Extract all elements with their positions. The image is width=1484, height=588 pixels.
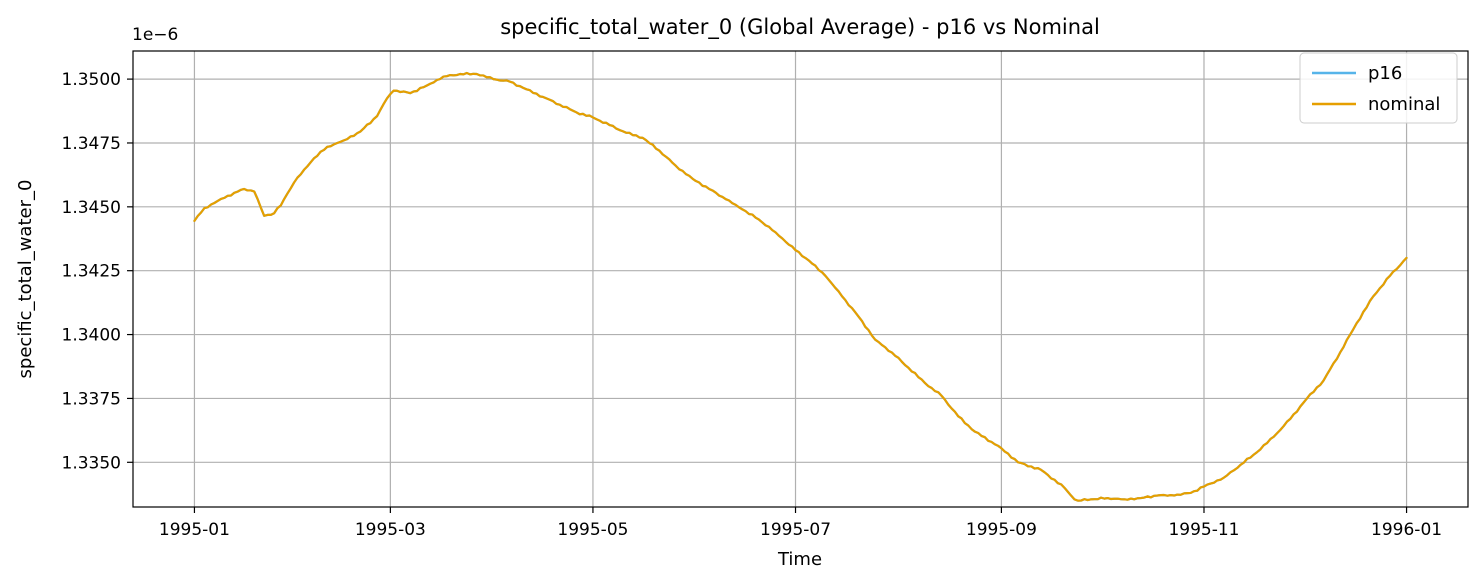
grid-lines	[133, 51, 1468, 507]
x-tick-label: 1995-09	[966, 520, 1037, 540]
axis-ticks: 1995-01 1995-03 1995-05 1995-07 1995-09 1995-…	[62, 70, 1443, 540]
series-lines	[193, 71, 1408, 502]
x-tick-label: 1995-07	[760, 520, 831, 540]
y-tick-label: 1.3425	[62, 262, 121, 282]
y-tick-label: 1.3350	[62, 453, 121, 473]
legend-label-p16: p16	[1368, 63, 1402, 84]
x-tick-label: 1995-03	[355, 520, 426, 540]
legend-label-nominal: nominal	[1368, 94, 1440, 115]
x-axis-label: Time	[777, 549, 822, 570]
legend-box	[1299, 52, 1458, 124]
x-tick-label: 1995-11	[1168, 520, 1239, 540]
legend: p16 nominal	[1299, 52, 1458, 124]
axes-frame	[132, 50, 1469, 508]
y-tick-label: 1.3400	[62, 326, 121, 346]
y-tick-label: 1.3475	[62, 134, 121, 154]
y-tick-label: 1.3450	[62, 198, 121, 218]
x-tick-label: 1996-01	[1371, 520, 1442, 540]
x-tick-label: 1995-01	[159, 520, 230, 540]
y-tick-label: 1.3500	[62, 70, 121, 90]
chart-title: specific_total_water_0 (Global Average) …	[500, 15, 1100, 40]
y-tick-label: 1.3375	[62, 389, 121, 409]
y-axis-label: specific_total_water_0	[15, 180, 36, 379]
x-tick-label: 1995-05	[557, 520, 628, 540]
y-axis-offset-label: 1e−6	[132, 25, 178, 45]
series-line-nominal	[193, 71, 1408, 502]
